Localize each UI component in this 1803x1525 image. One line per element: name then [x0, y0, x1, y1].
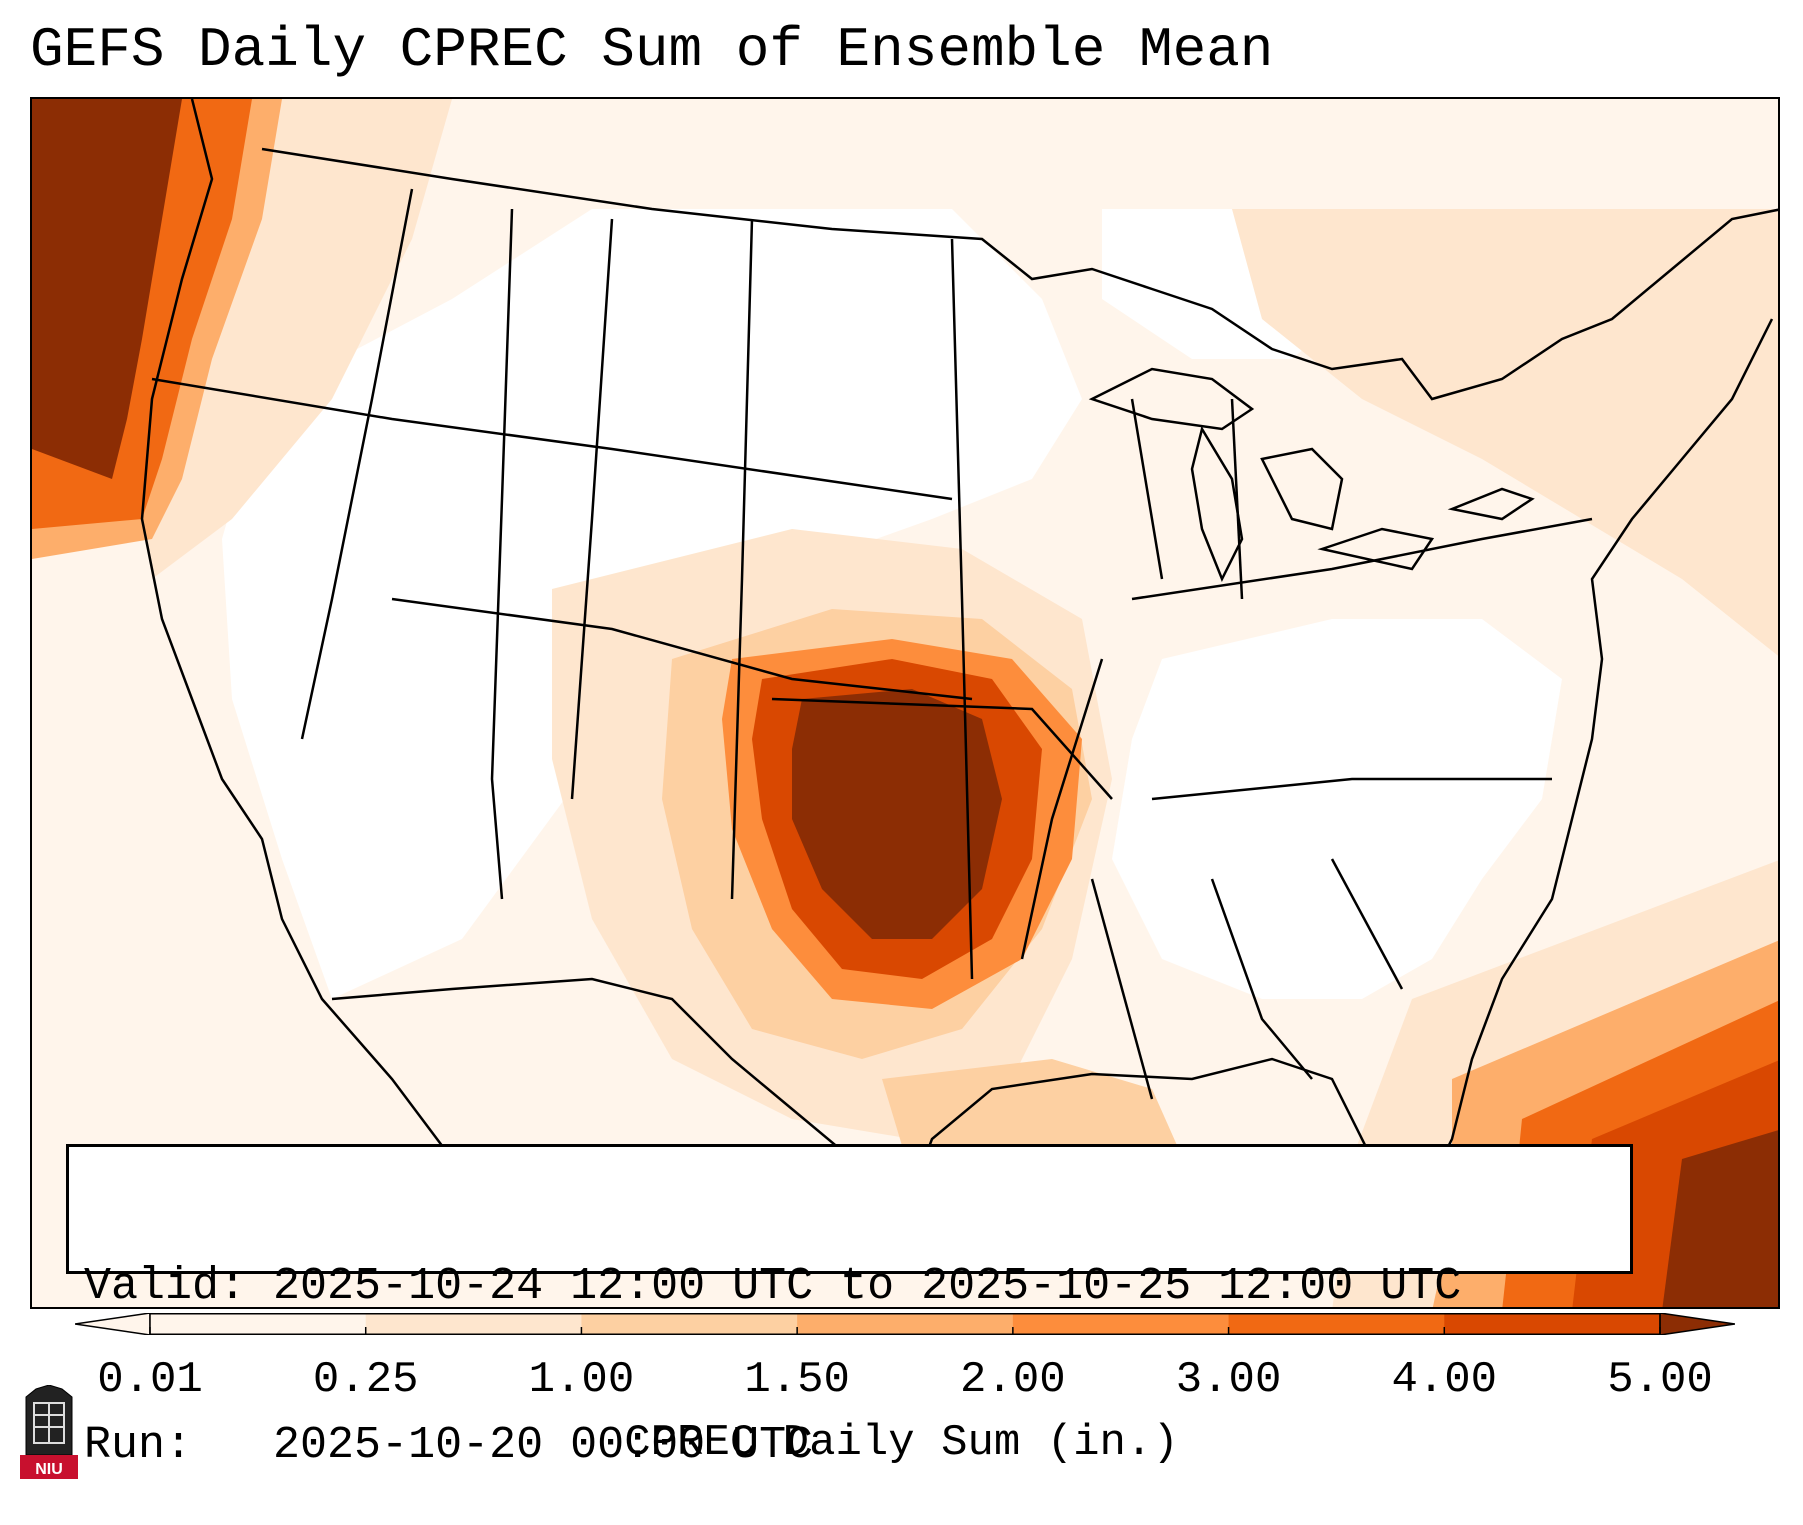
state-borders	[151, 188, 1593, 1100]
colorbar-tick-label: 0.01	[97, 1355, 203, 1405]
valid-value: 2025-10-24 12:00 UTC to 2025-10-25 12:00…	[273, 1261, 1462, 1312]
run-value: 2025-10-20 00:00 UTC	[273, 1420, 814, 1471]
dry-region-southeast	[1112, 619, 1562, 999]
us-outline	[140, 99, 1774, 1240]
colorbar-tick-label: 1.50	[744, 1355, 850, 1405]
valid-label: Valid:	[84, 1261, 247, 1312]
precipitation-map	[32, 99, 1778, 1307]
great-lakes	[1088, 367, 1535, 583]
colorbar-tick-label: 2.00	[960, 1355, 1066, 1405]
valid-row: Valid: 2025-10-24 12:00 UTC to 2025-10-2…	[84, 1260, 1630, 1313]
precip-light-band-2	[1232, 209, 1778, 656]
precip-max-plains	[792, 689, 1002, 939]
colorbar-tick-label: 0.25	[312, 1355, 419, 1405]
map-panel	[30, 97, 1780, 1309]
colorbar-segment	[1012, 1313, 1230, 1335]
colorbar-segment	[150, 1313, 367, 1335]
colorbar-tick-label: 3.00	[1175, 1355, 1282, 1405]
canada-border	[261, 147, 1778, 401]
colorbar-outline	[149, 1313, 1661, 1335]
colorbar-tick-label: 4.00	[1391, 1355, 1498, 1405]
run-row: Run: 2025-10-20 00:00 UTC	[84, 1419, 1630, 1472]
valid-run-info-box: Valid: 2025-10-24 12:00 UTC to 2025-10-2…	[66, 1144, 1633, 1471]
colorbar-segment	[581, 1313, 798, 1335]
chart-title: GEFS Daily CPREC Sum of Ensemble Mean	[30, 18, 1274, 82]
colorbar-tick-label: 5.00	[1607, 1355, 1713, 1405]
colorbar-extend-high	[1659, 1313, 1735, 1335]
colorbar-tick-label: 1.00	[528, 1355, 635, 1405]
colorbar-segment	[1444, 1313, 1661, 1335]
colorbar-extend-low	[75, 1313, 151, 1335]
run-label: Run:	[84, 1420, 193, 1471]
colorbar-segment	[797, 1313, 1014, 1335]
colorbar-segment	[365, 1313, 582, 1335]
colorbar-segment	[1228, 1313, 1445, 1335]
colorbar	[75, 1313, 1735, 1335]
colorbar-label: CPREC Daily Sum (in.)	[624, 1418, 1179, 1468]
niu-logo: NIU	[20, 1385, 78, 1479]
precip-max-pnw	[32, 99, 182, 479]
precip-max-caribbean	[1662, 1130, 1778, 1307]
niu-logo-text: NIU	[35, 1461, 63, 1478]
